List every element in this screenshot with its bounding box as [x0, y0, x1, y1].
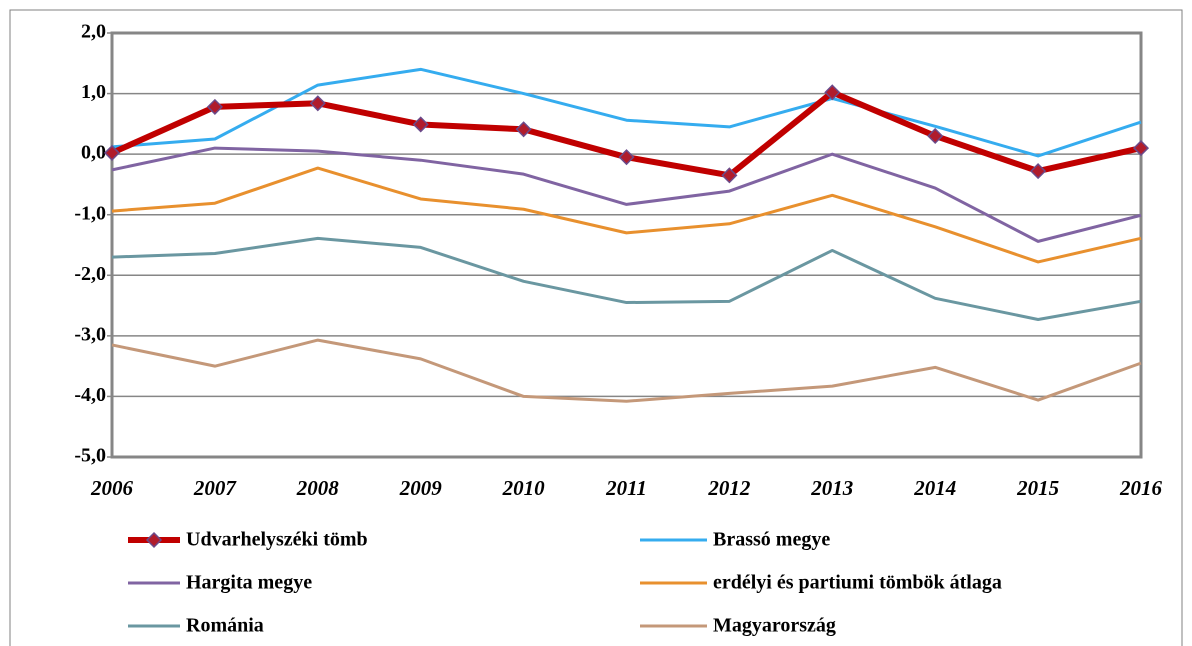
x-tick-label: 2014	[913, 476, 956, 500]
y-tick-label: -3,0	[74, 323, 106, 345]
plot-frame	[110, 31, 1143, 459]
x-tick-label: 2013	[810, 476, 853, 500]
series-line	[111, 338, 1142, 403]
data-point	[927, 127, 944, 145]
data-point	[1132, 140, 1150, 157]
x-tick-label: 2006	[90, 476, 134, 500]
data-point	[103, 144, 121, 161]
data-point	[824, 84, 841, 101]
data-point	[721, 167, 738, 184]
data-point	[309, 95, 326, 112]
x-tick-label: 2010	[502, 476, 546, 500]
x-tick-label: 2007	[193, 476, 238, 500]
x-tick-label: 2016	[1119, 476, 1163, 500]
legend-label: Hargita megye	[186, 572, 312, 594]
x-tick-label: 2015	[1016, 476, 1059, 500]
y-tick-label: 0,0	[81, 142, 106, 164]
legend-label: Udvarhelyszéki tömb	[186, 529, 368, 551]
data-point	[206, 98, 223, 115]
legend-label: Románia	[186, 615, 264, 637]
y-tick-label: -2,0	[74, 263, 106, 285]
legend-label: erdélyi és partiumi tömbök átlaga	[713, 572, 1002, 594]
data-point	[515, 121, 532, 138]
x-tick-label: 2009	[399, 476, 443, 500]
series-line	[111, 67, 1142, 158]
y-tick-label: -4,0	[74, 384, 106, 406]
series-line	[111, 236, 1142, 322]
y-tick-label: -5,0	[74, 445, 106, 467]
chart-border	[9, 9, 1183, 646]
legend-label: Magyarország	[713, 615, 836, 637]
y-tick-label: 2,0	[81, 21, 106, 43]
legend-label: Brassó megye	[713, 529, 830, 551]
y-tick-label: 1,0	[81, 81, 106, 103]
series-line	[111, 166, 1142, 264]
x-tick-label: 2008	[296, 476, 340, 500]
data-point	[412, 116, 429, 133]
y-tick-label: -1,0	[74, 202, 106, 224]
x-tick-label: 2012	[707, 476, 751, 500]
x-tick-label: 2011	[605, 476, 647, 500]
data-point	[1030, 163, 1047, 180]
legend-marker	[145, 531, 163, 549]
series-line	[111, 146, 1142, 243]
data-point	[618, 149, 635, 166]
